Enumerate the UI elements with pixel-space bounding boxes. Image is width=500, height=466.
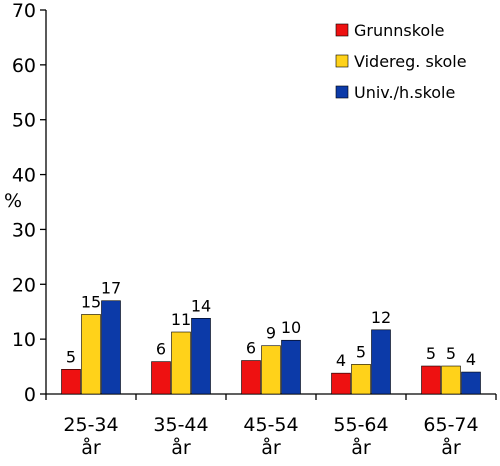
legend-label: Videreg. skole: [354, 52, 467, 71]
bar: [421, 365, 441, 395]
bar: [461, 371, 481, 395]
bar: [171, 331, 191, 395]
data-label: 14: [191, 296, 211, 315]
data-label: 6: [246, 339, 256, 358]
bar: [441, 365, 461, 395]
x-tick-label: år: [351, 436, 371, 459]
x-tick-label: 65-74: [423, 414, 478, 436]
bar: [331, 372, 351, 395]
data-label: 5: [446, 344, 456, 363]
data-label: 12: [371, 308, 391, 327]
y-tick-label: 20: [12, 274, 36, 296]
x-tick-label: 45-54: [243, 414, 298, 436]
y-tick-label: 0: [24, 384, 36, 406]
bar: [261, 345, 281, 395]
bar: [351, 364, 371, 395]
legend: Grunnskole Videreg. skole Univ./h.skole: [335, 21, 467, 102]
legend-swatch: [335, 23, 349, 37]
data-label: 10: [281, 318, 301, 337]
bar: [81, 314, 101, 395]
y-tick-label: 40: [12, 165, 36, 187]
legend-label: Grunnskole: [354, 21, 445, 40]
data-label: 5: [356, 342, 366, 361]
x-tick-label: år: [441, 436, 461, 459]
y-tick-label: 60: [12, 55, 36, 77]
y-axis-label: %: [4, 190, 22, 212]
x-tick-label: år: [261, 436, 281, 459]
data-label: 4: [336, 351, 346, 370]
legend-swatch: [335, 54, 349, 68]
data-label: 15: [81, 292, 101, 311]
y-tick-label: 70: [12, 0, 36, 22]
x-tick-label: 55-64: [333, 414, 388, 436]
data-label: 11: [171, 310, 191, 329]
y-tick-label: 50: [12, 110, 36, 132]
bar: [191, 317, 211, 395]
bar: [371, 329, 391, 395]
legend-label: Univ./h.skole: [354, 83, 455, 102]
bar: [281, 339, 301, 395]
legend-swatch: [335, 85, 349, 99]
y-ticks: 0 10 20 30 40 50 60 70: [12, 0, 46, 406]
data-label: 4: [466, 350, 476, 369]
data-label: 9: [266, 324, 276, 343]
data-label: 5: [426, 344, 436, 363]
x-tick-label: 25-34: [63, 414, 118, 436]
bar: [151, 361, 171, 395]
data-label: 6: [156, 340, 166, 359]
bar: [241, 360, 261, 395]
data-label: 5: [66, 347, 76, 366]
data-label: 17: [101, 279, 121, 298]
y-tick-label: 10: [12, 329, 36, 351]
bar: [101, 300, 121, 395]
bar: [61, 369, 81, 395]
x-tick-label: 35-44: [153, 414, 208, 436]
x-tick-label: år: [171, 436, 191, 459]
y-tick-label: 30: [12, 219, 36, 241]
x-tick-label: år: [81, 436, 101, 459]
